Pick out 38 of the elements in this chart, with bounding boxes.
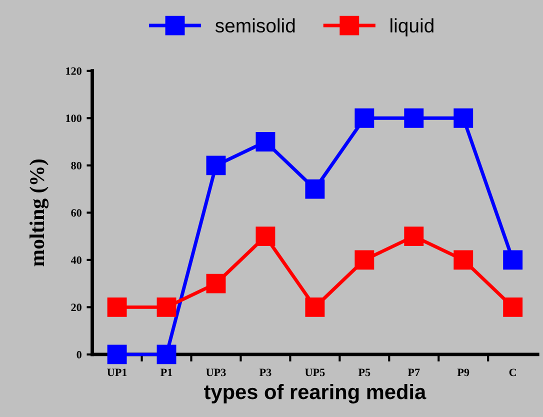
legend-label: semisolid xyxy=(215,18,295,33)
y-tick-label: 20 xyxy=(71,304,82,312)
point xyxy=(305,179,325,199)
point xyxy=(107,344,127,364)
point xyxy=(107,297,127,317)
point xyxy=(256,226,276,246)
point xyxy=(354,108,374,128)
y-tick-label: 0 xyxy=(76,350,82,358)
y-tick-label: 80 xyxy=(71,162,82,170)
point xyxy=(404,108,424,128)
y-tick-label: 60 xyxy=(71,209,82,217)
x-tick-label: UP3 xyxy=(206,368,226,376)
x-tick-label: P1 xyxy=(160,368,172,376)
point xyxy=(156,297,176,317)
point xyxy=(354,250,374,270)
y-axis-title: molting (%) xyxy=(30,159,49,266)
point xyxy=(206,156,226,176)
legend-label: liquid xyxy=(390,18,434,36)
y-tick-label: 40 xyxy=(70,256,82,264)
x-tick-label: P7 xyxy=(408,368,420,376)
point xyxy=(454,250,474,270)
point xyxy=(404,226,424,246)
x-tick-label: P3 xyxy=(259,368,272,376)
point xyxy=(503,297,523,317)
x-tick-label: P9 xyxy=(457,368,470,376)
point xyxy=(503,250,523,270)
y-tick-label: 120 xyxy=(66,67,82,75)
x-tick-label: P5 xyxy=(358,368,370,376)
x-tick-label: UP5 xyxy=(305,368,325,376)
x-axis-title: types of rearing media xyxy=(204,384,426,404)
x-tick-label: UP1 xyxy=(107,368,127,376)
point xyxy=(256,132,276,152)
point xyxy=(206,274,226,294)
point xyxy=(305,297,325,317)
point xyxy=(454,108,474,128)
point xyxy=(156,344,176,364)
x-tick-label: C xyxy=(509,368,516,376)
y-tick-label: 100 xyxy=(66,114,82,122)
